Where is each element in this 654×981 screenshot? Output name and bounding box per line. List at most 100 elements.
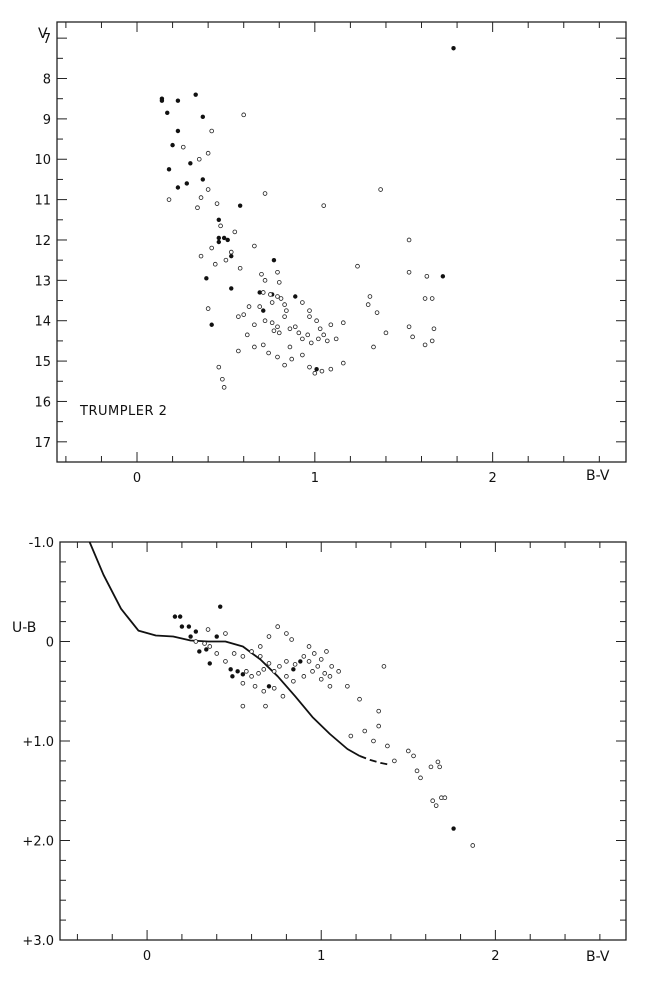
- data-point-open: [244, 669, 249, 674]
- data-point-filled: [184, 181, 190, 186]
- data-point-filled: [175, 98, 181, 103]
- plot-frame-1: [56, 21, 627, 463]
- y-tick-label: 17: [34, 436, 51, 451]
- data-point-open: [296, 330, 302, 336]
- x-tick-label: 0: [133, 471, 141, 486]
- data-point-filled: [221, 235, 227, 241]
- data-point-open: [289, 637, 294, 642]
- data-point-open: [433, 803, 439, 808]
- data-point-open: [314, 318, 319, 324]
- data-point-open: [266, 350, 271, 356]
- data-point-open: [284, 308, 289, 313]
- data-point-filled: [188, 161, 193, 166]
- data-point-open: [202, 641, 207, 646]
- data-point-open: [321, 203, 327, 208]
- data-point-open: [241, 112, 247, 118]
- y-tick-label: +1.0: [22, 735, 54, 750]
- data-point-open: [430, 798, 435, 803]
- y-axis-label: U-B: [12, 620, 36, 636]
- data-point-open: [266, 634, 272, 639]
- data-point-open: [231, 651, 237, 656]
- intrinsic-color-curve: [88, 541, 360, 757]
- data-point-open: [275, 354, 280, 360]
- data-point-open: [406, 269, 412, 275]
- data-point-open: [345, 683, 350, 689]
- y-tick-label: 13: [34, 274, 51, 289]
- data-point-filled: [261, 308, 266, 313]
- data-point-open: [317, 326, 323, 332]
- data-point-open: [259, 271, 264, 277]
- data-point-open: [406, 237, 412, 243]
- data-point-open: [291, 678, 296, 684]
- y-axis-label: V: [38, 26, 48, 42]
- data-point-open: [367, 294, 373, 299]
- data-point-open: [214, 651, 220, 656]
- y-tick-label: 11: [34, 194, 51, 209]
- data-point-open: [411, 753, 416, 759]
- data-point-open: [318, 657, 324, 662]
- data-point-filled: [440, 274, 446, 279]
- data-point-open: [383, 330, 389, 336]
- data-point-open: [311, 651, 317, 656]
- data-point-open: [207, 644, 213, 649]
- data-point-open: [365, 302, 371, 307]
- x-tick-label: 2: [491, 949, 499, 964]
- data-point-open: [284, 659, 289, 664]
- data-point-open: [406, 324, 412, 330]
- data-point-open: [374, 310, 380, 315]
- data-point-open: [287, 344, 293, 350]
- data-point-filled: [229, 253, 234, 259]
- data-point-open: [266, 661, 272, 666]
- data-point-open: [256, 671, 261, 676]
- data-point-open: [428, 764, 434, 770]
- data-point-filled: [172, 614, 178, 619]
- data-point-open: [237, 265, 243, 271]
- data-point-open: [228, 249, 234, 255]
- x-tick-label: 1: [317, 949, 325, 964]
- data-point-open: [263, 703, 268, 709]
- data-point-filled: [177, 614, 183, 619]
- data-point-filled: [188, 634, 193, 639]
- data-point-open: [236, 348, 241, 354]
- data-point-open: [371, 738, 376, 744]
- data-point-open: [269, 320, 275, 326]
- data-point-open: [240, 654, 246, 659]
- data-point-filled: [314, 366, 319, 372]
- data-point-filled: [216, 217, 222, 222]
- data-point-open: [437, 764, 442, 770]
- y-tick-label: 12: [34, 234, 51, 249]
- data-point-open: [406, 748, 411, 754]
- data-point-open: [322, 671, 328, 676]
- data-point-open: [327, 674, 333, 679]
- y-tick-label: 0: [46, 636, 54, 651]
- data-point-filled: [186, 624, 192, 629]
- data-point-open: [271, 669, 277, 674]
- data-point-filled: [291, 667, 296, 672]
- data-point-open: [214, 201, 220, 206]
- data-point-open: [301, 674, 307, 679]
- data-point-open: [378, 187, 383, 192]
- data-point-open: [240, 680, 246, 686]
- data-point-open: [305, 332, 311, 338]
- data-point-filled: [240, 672, 246, 677]
- data-point-open: [276, 280, 282, 285]
- data-point-open: [376, 708, 382, 714]
- data-point-open: [381, 664, 387, 669]
- data-point-open: [431, 326, 437, 332]
- data-point-open: [205, 306, 211, 311]
- data-point-open: [336, 669, 341, 674]
- data-point-open: [277, 664, 282, 669]
- intrinsic-color-curve-dashed: [359, 755, 392, 766]
- data-point-open: [414, 768, 420, 774]
- data-point-open: [307, 314, 312, 319]
- data-point-open: [196, 156, 202, 162]
- data-point-open: [310, 669, 315, 674]
- data-point-open: [362, 728, 368, 734]
- data-point-open: [261, 667, 267, 672]
- data-point-open: [307, 364, 312, 370]
- data-point-open: [292, 662, 298, 667]
- y-tick-label: 9: [43, 113, 51, 128]
- data-point-open: [470, 843, 476, 848]
- data-point-open: [262, 318, 268, 324]
